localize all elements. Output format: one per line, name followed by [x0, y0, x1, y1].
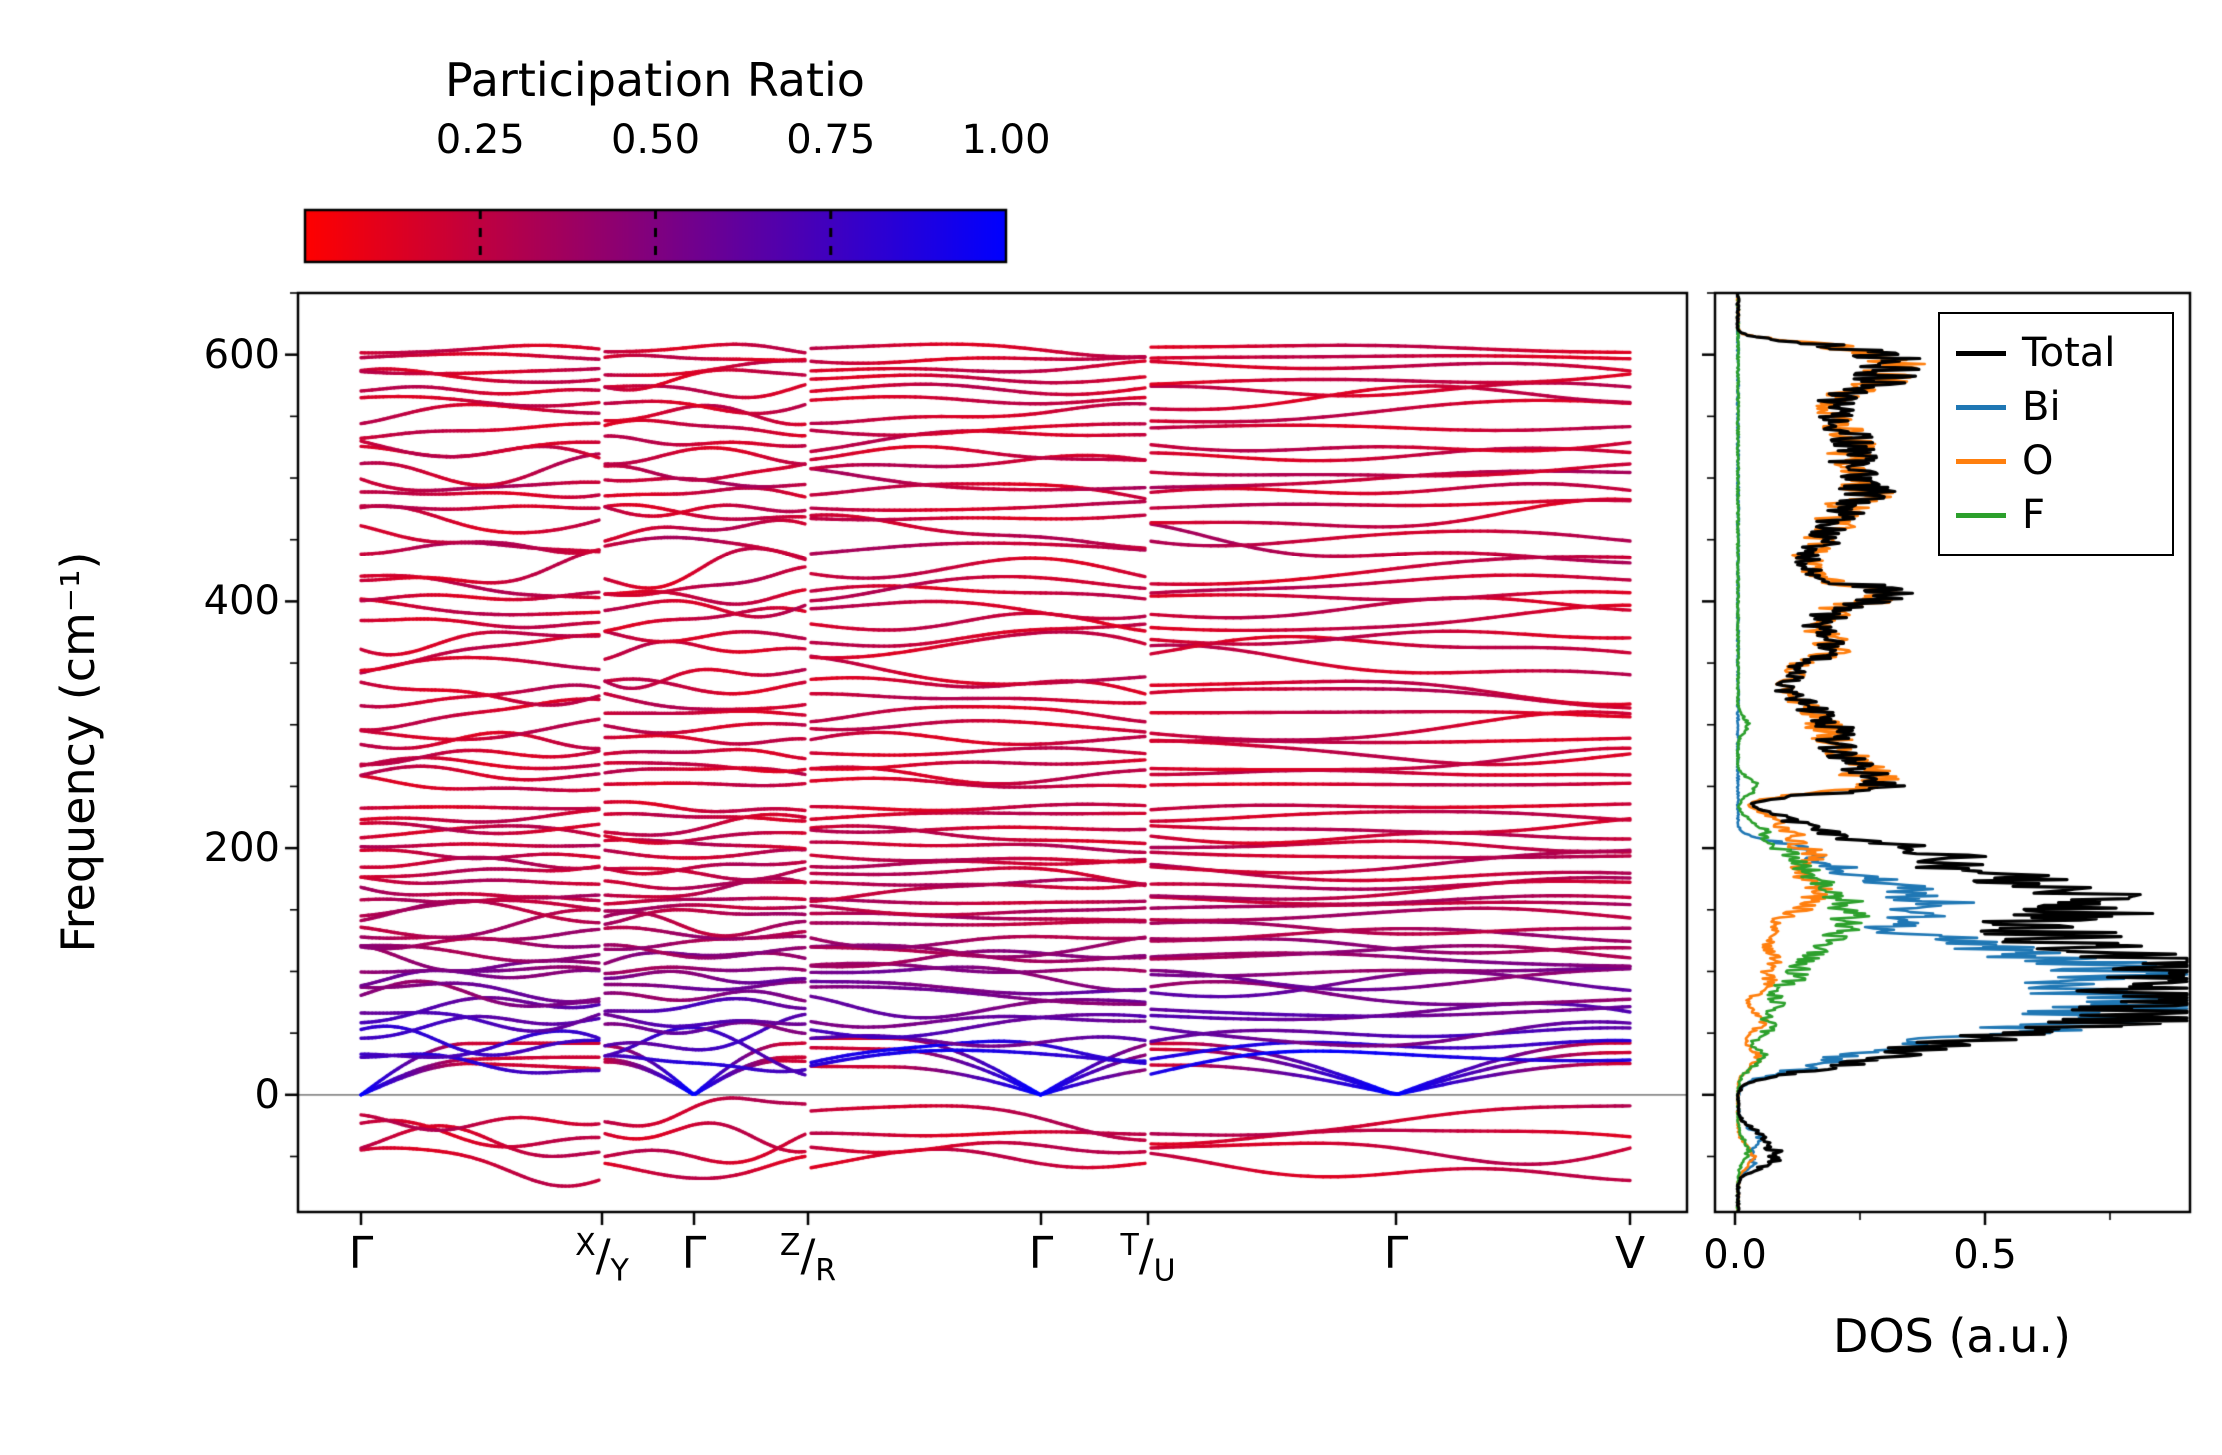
legend-swatch-f	[1956, 512, 2006, 518]
colorbar-title: Participation Ratio	[445, 53, 865, 107]
dos-x-tick-label: 0.0	[1703, 1232, 1767, 1278]
y-tick-label: 400	[203, 578, 280, 625]
y-tick-label: 200	[203, 825, 280, 872]
y-tick-label: 0	[254, 1071, 280, 1118]
legend-item-bi: Bi	[1956, 380, 2156, 434]
legend-label: F	[2022, 492, 2046, 538]
legend: Total Bi O F	[1938, 312, 2174, 556]
legend-swatch-o	[1956, 458, 2006, 464]
band-x-tick-label: Γ	[348, 1228, 374, 1279]
band-x-tick-label: T/U	[1120, 1228, 1176, 1289]
legend-label: O	[2022, 438, 2054, 484]
legend-item-f: F	[1956, 488, 2156, 542]
y-axis-label: Frequency (cm⁻¹)	[51, 551, 105, 953]
colorbar-tick-label: 0.50	[610, 117, 701, 163]
dos-x-axis-label: DOS (a.u.)	[1833, 1309, 2071, 1363]
y-tick-label: 600	[203, 331, 280, 378]
legend-item-total: Total	[1956, 326, 2156, 380]
legend-label: Bi	[2022, 384, 2061, 430]
colorbar-tick-label: 1.00	[961, 117, 1051, 163]
band-x-tick-label: Γ	[1028, 1228, 1054, 1279]
legend-swatch-total	[1956, 350, 2006, 356]
legend-swatch-bi	[1956, 404, 2006, 410]
band-x-tick-label: V	[1614, 1228, 1646, 1279]
band-x-tick-label: X/Y	[575, 1228, 629, 1289]
colorbar-tick-label: 0.75	[786, 117, 876, 163]
colorbar-tick-label: 0.25	[435, 117, 525, 163]
band-x-tick-label: Γ	[681, 1228, 707, 1279]
legend-item-o: O	[1956, 434, 2156, 488]
band-x-tick-label: Γ	[1383, 1228, 1409, 1279]
dos-x-tick-label: 0.5	[1953, 1232, 2017, 1278]
legend-label: Total	[2022, 330, 2116, 376]
band-x-tick-label: Z/R	[779, 1228, 837, 1289]
